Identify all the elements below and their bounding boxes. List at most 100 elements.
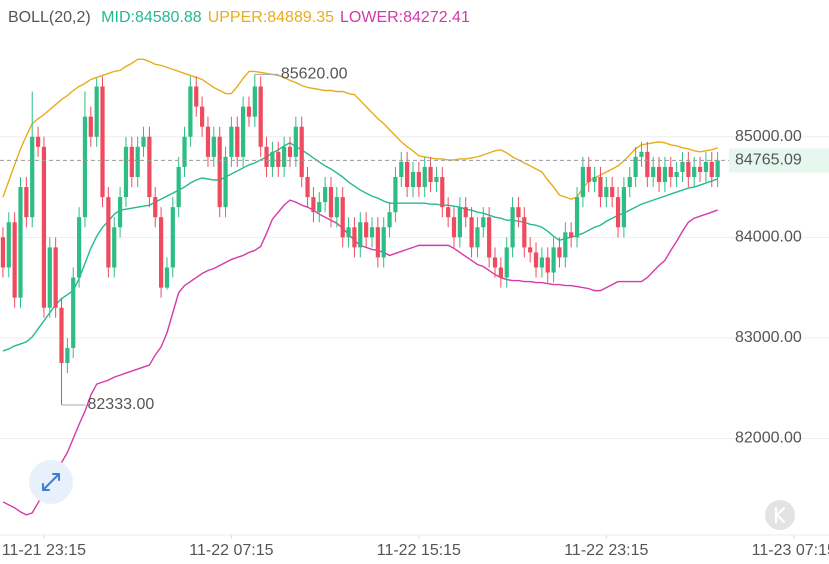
candle-body xyxy=(106,197,111,268)
candle-body xyxy=(662,166,668,183)
expand-button[interactable] xyxy=(29,460,73,504)
candle-body xyxy=(305,176,310,198)
candle-body xyxy=(592,176,597,183)
candle-body xyxy=(416,171,421,188)
candle-body xyxy=(182,136,187,167)
candle-body xyxy=(621,187,627,228)
candle-body xyxy=(680,161,685,172)
candle-body xyxy=(446,207,451,218)
indicator-name: BOLL(20,2) xyxy=(8,9,91,26)
candle-body xyxy=(615,197,621,228)
expand-icon[interactable] xyxy=(42,473,60,491)
candle-body xyxy=(317,202,322,213)
candle-body xyxy=(229,126,234,157)
candle-body xyxy=(492,257,498,268)
candle-body xyxy=(153,197,158,218)
x-tick-label: 11-22 07:15 xyxy=(189,542,273,559)
candle-body xyxy=(24,187,29,218)
candle-body xyxy=(141,136,146,147)
candle-body xyxy=(510,207,515,248)
candle-body xyxy=(475,227,480,248)
candle-body xyxy=(170,207,175,268)
candle-body xyxy=(352,227,357,248)
candle-body xyxy=(147,136,152,198)
candle-body xyxy=(580,166,585,198)
candle-body xyxy=(205,126,211,157)
candle-body xyxy=(252,86,257,117)
scroll-to-latest-button[interactable] xyxy=(765,500,795,530)
candle-body xyxy=(211,136,216,157)
candle-body xyxy=(369,227,375,238)
candles-layer xyxy=(0,74,720,405)
candle-body xyxy=(241,106,246,157)
candle-body xyxy=(422,166,427,188)
candle-body xyxy=(557,247,562,258)
candle-body xyxy=(88,116,93,137)
candle-body xyxy=(463,207,468,218)
candle-body xyxy=(246,106,252,117)
candle-body xyxy=(164,267,170,288)
candle-body xyxy=(410,171,416,188)
candle-body xyxy=(358,222,363,248)
candle-body xyxy=(686,161,691,177)
candle-body xyxy=(323,187,328,203)
candle-body xyxy=(656,166,662,183)
candle-body xyxy=(668,166,673,177)
candle-body xyxy=(6,222,11,268)
overlay-layer: 82000.00 83000.00 84000.00 85000.00 11-21 23… xyxy=(0,66,829,559)
y-tick-label: 85000.00 xyxy=(735,128,802,145)
candle-body xyxy=(18,187,23,298)
candle-body xyxy=(428,166,433,183)
candle-body xyxy=(158,217,164,288)
scroll-button-bg[interactable] xyxy=(765,500,795,530)
candle-body xyxy=(586,166,591,183)
candle-body xyxy=(545,257,550,273)
indicator-value: MID:84580.88 xyxy=(101,9,202,26)
candle-body xyxy=(299,126,304,177)
candle-body xyxy=(334,197,339,218)
candle-body xyxy=(692,166,697,177)
candle-body xyxy=(112,227,117,268)
scroll-icon[interactable] xyxy=(774,506,786,524)
candle-body xyxy=(223,156,228,208)
y-tick-label: 84000.00 xyxy=(735,229,802,246)
candle-body xyxy=(574,197,580,238)
candle-body xyxy=(451,217,457,238)
candle-body xyxy=(270,151,275,167)
candle-body xyxy=(328,187,334,218)
candle-body xyxy=(504,247,509,278)
candle-body xyxy=(375,227,380,258)
candle-body xyxy=(651,166,656,177)
candle-body xyxy=(82,116,88,218)
candle-body xyxy=(551,247,556,273)
candle-body xyxy=(627,176,632,188)
x-tick-label: 11-22 15:15 xyxy=(377,542,461,559)
candle-body xyxy=(117,197,123,228)
candle-body xyxy=(123,146,129,198)
candle-body xyxy=(235,126,240,157)
candle-body xyxy=(12,222,17,298)
indicator-value: LOWER:84272.41 xyxy=(340,9,470,26)
candle-body xyxy=(53,247,58,308)
x-tick-label: 11-23 07:15 xyxy=(752,542,829,559)
candle-body xyxy=(709,161,714,177)
candle-body xyxy=(533,252,539,268)
candle-body xyxy=(633,156,638,177)
candle-body xyxy=(528,247,533,253)
extreme-label: 85620.00 xyxy=(281,66,348,83)
candle-body xyxy=(287,146,293,157)
candle-body xyxy=(498,267,503,278)
candle-body xyxy=(71,277,76,348)
candle-body xyxy=(598,176,603,198)
candle-body xyxy=(703,161,709,172)
candle-body xyxy=(522,217,527,248)
candle-body xyxy=(563,232,568,258)
candle-body xyxy=(217,136,222,208)
candle-body xyxy=(715,160,720,177)
candle-body xyxy=(176,166,181,208)
candle-body xyxy=(604,187,609,198)
candle-body xyxy=(387,212,392,228)
candle-body xyxy=(258,86,263,147)
candle-body xyxy=(282,146,287,167)
